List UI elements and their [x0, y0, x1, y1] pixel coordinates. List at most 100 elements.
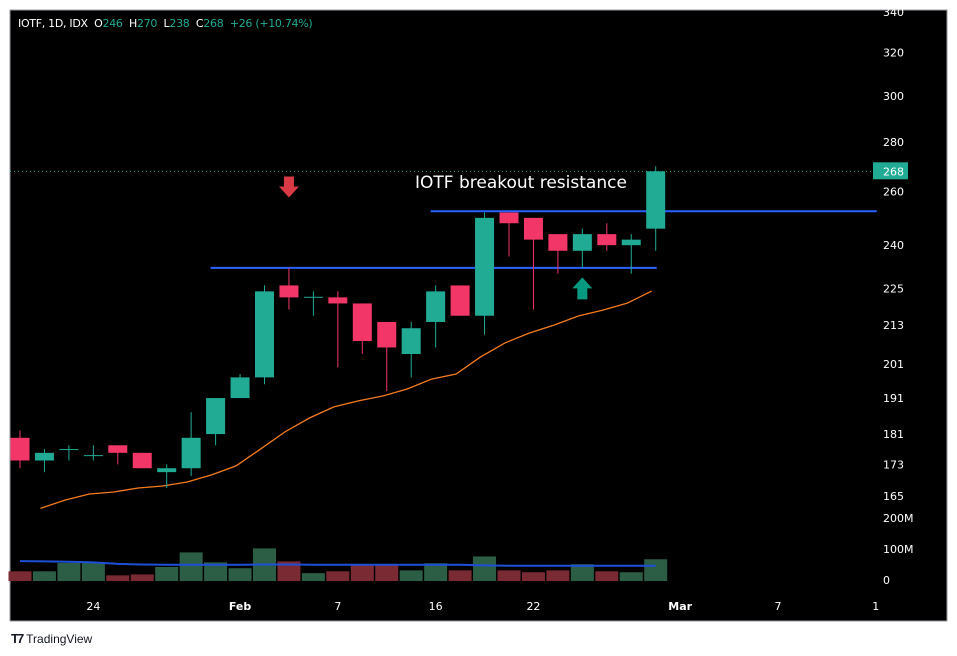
price-tick-label: 225: [883, 282, 904, 295]
candle-up: [83, 455, 103, 457]
change-value: +26 (+10.74%): [229, 17, 313, 30]
candle-down: [279, 285, 299, 298]
candles: [10, 166, 666, 488]
price-tick-label: 340: [883, 6, 904, 19]
candle-up: [475, 217, 495, 316]
brand-name: TradingView: [26, 631, 93, 646]
ma-polyline: [40, 290, 652, 509]
moving-average-line: [40, 290, 652, 509]
annotation-text[interactable]: IOTF breakout resistance: [415, 173, 627, 193]
close-label: C: [195, 17, 204, 30]
price-tick-label: 240: [883, 239, 904, 252]
volume-bar: [155, 566, 179, 581]
volume-bar: [497, 570, 521, 581]
low-value: 238: [169, 17, 190, 30]
date-tick-label: 7: [334, 600, 341, 613]
candle-down: [10, 437, 30, 461]
volume-bar: [546, 570, 570, 581]
candle-down: [499, 212, 519, 224]
date-tick-label: 1: [872, 600, 879, 613]
date-tick-label: 16: [429, 600, 443, 613]
candle-up: [621, 239, 641, 246]
volume-tick-label: 100M: [883, 543, 914, 556]
volume-bar: [399, 570, 423, 581]
candle-down: [597, 234, 617, 246]
volume-bar: [277, 561, 301, 581]
tradingview-logo-icon: T7: [11, 631, 24, 646]
volume-bar: [179, 552, 203, 581]
candle-down: [132, 452, 152, 469]
volume-bar: [57, 562, 81, 581]
volume-bar: [473, 556, 497, 581]
volume-bar: [228, 568, 252, 581]
volume-bar: [81, 562, 105, 581]
candle-down: [328, 297, 348, 304]
volume-bar: [424, 563, 448, 581]
candle-down: [450, 285, 470, 316]
date-tick-label: Feb: [229, 600, 252, 613]
candle-up: [646, 171, 666, 229]
volume-bar: [8, 571, 32, 581]
price-tick-label: 300: [883, 90, 904, 103]
tradingview-brand[interactable]: T7 TradingView: [11, 631, 92, 646]
volume-bar: [521, 572, 545, 581]
volume-bar: [595, 571, 619, 581]
volume-bar: [301, 573, 325, 581]
volume-tick-label: 0: [883, 574, 890, 587]
candle-up: [255, 291, 274, 378]
open-label: O: [94, 17, 103, 30]
last-price-badge: [873, 162, 908, 180]
candle-down: [523, 217, 543, 240]
time-axis[interactable]: 24 Feb 7 16 22 Mar 7 1: [86, 600, 879, 613]
markers[interactable]: [278, 176, 593, 300]
volume-ma-polyline: [19, 560, 656, 567]
volume-bar: [350, 565, 374, 581]
candle-up: [34, 452, 54, 461]
date-tick-label: 7: [774, 600, 781, 613]
price-tick-label: 260: [883, 186, 904, 199]
date-tick-label: Mar: [668, 600, 692, 613]
symbol-info: IOTF, 1D, IDX: [18, 17, 88, 30]
price-tick-label: 165: [883, 490, 904, 503]
date-tick-label: 24: [86, 600, 100, 613]
close-value: 268: [203, 17, 224, 30]
volume-bar: [326, 571, 350, 581]
volume-ma-line: [19, 560, 656, 567]
candle-up: [206, 398, 226, 435]
volume-bar: [619, 572, 643, 581]
price-tick-label: 173: [883, 458, 904, 471]
volume-bars: [8, 548, 668, 581]
symbol-legend: IOTF, 1D, IDX O246 H270 L238 C268 +26 (+…: [18, 17, 313, 30]
price-tick-label: 181: [883, 428, 904, 441]
volume-bar: [106, 575, 130, 581]
candle-down: [108, 445, 128, 453]
low-label: L: [163, 17, 170, 30]
open-value: 246: [102, 17, 123, 30]
price-tick-label: 213: [883, 319, 904, 332]
volume-bar: [130, 574, 154, 581]
candle-up: [426, 291, 446, 322]
candle-down: [548, 234, 568, 251]
high-label: H: [129, 17, 138, 30]
candle-down: [377, 321, 397, 348]
arrow-up-icon: [572, 277, 593, 300]
date-tick-label: 22: [526, 600, 540, 613]
candle-up: [572, 234, 592, 251]
candle-up: [230, 377, 250, 399]
candle-up: [303, 296, 323, 298]
volume-bar: [644, 559, 668, 581]
price-tick-label: 191: [883, 392, 904, 405]
price-axis[interactable]: 340 320 300 280 260 240 225 213 201 191 181 173 165 2…: [873, 6, 914, 587]
candle-up: [157, 468, 177, 473]
volume-tick-label: 200M: [883, 512, 914, 525]
candle-up: [181, 437, 201, 469]
price-tick-label: 280: [883, 136, 904, 149]
candle-up: [59, 449, 79, 451]
last-price-label: 268: [883, 165, 904, 178]
volume-bar: [570, 564, 594, 581]
volume-bar: [375, 565, 399, 581]
arrow-down-icon: [278, 176, 299, 198]
volume-bar: [448, 570, 472, 581]
volume-bar: [32, 571, 56, 581]
